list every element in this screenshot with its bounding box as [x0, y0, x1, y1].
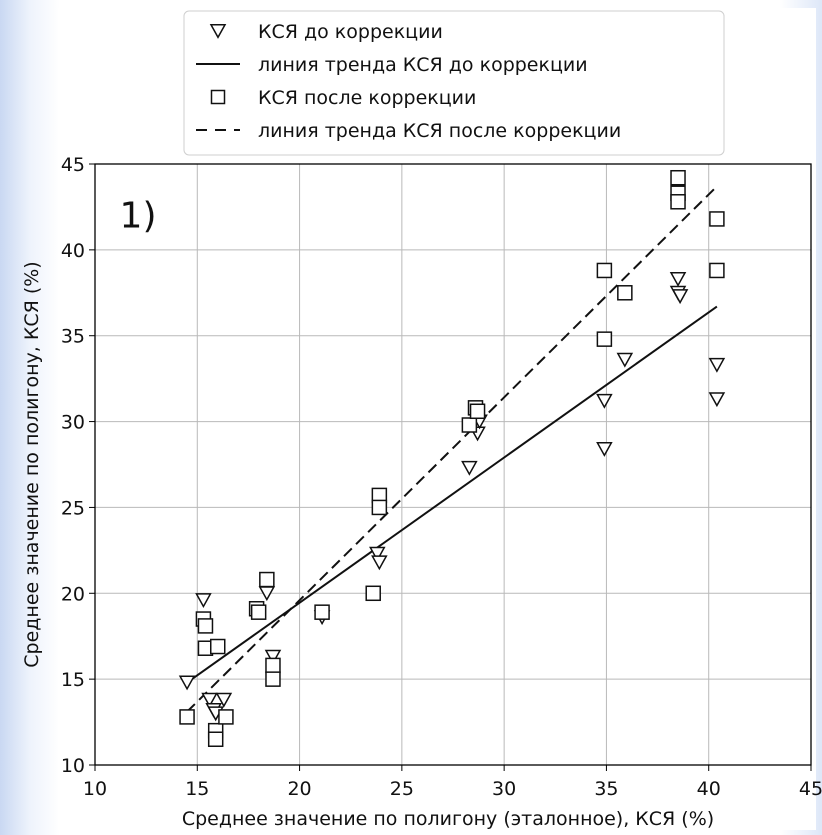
legend-label: КСЯ после коррекции: [258, 87, 476, 109]
triangle-marker: [215, 692, 233, 708]
square-marker: [179, 709, 195, 725]
trend-lines: [186, 185, 718, 713]
square-marker: [365, 585, 381, 602]
x-tick-label: 25: [390, 778, 414, 800]
panel-label: 1): [120, 196, 157, 237]
triangle-marker: [708, 392, 726, 408]
square-marker: [670, 169, 686, 186]
square-marker: [709, 211, 725, 227]
triangle-marker: [178, 675, 196, 691]
triangle-marker: [708, 357, 726, 373]
y-tick-label: 30: [61, 412, 85, 434]
y-axis-label: Среднее значение по полигону, КСЯ (%): [21, 261, 43, 667]
x-tick-label: 20: [287, 778, 311, 800]
square-marker: [314, 604, 330, 620]
x-tick-label: 35: [594, 778, 618, 800]
trend-line-before: [186, 305, 718, 684]
legend-label: линия тренда КСЯ после коррекции: [258, 120, 621, 142]
y-tick-label: 45: [61, 154, 85, 176]
triangle-marker: [671, 289, 689, 305]
markers: [178, 169, 726, 747]
square-marker: [218, 709, 234, 725]
square-marker: [461, 417, 478, 433]
triangle-marker: [596, 441, 613, 457]
triangle-marker: [201, 692, 218, 708]
trend-line-after: [186, 185, 718, 713]
triangle-marker: [669, 271, 687, 287]
triangle-marker: [461, 460, 478, 476]
triangle-marker: [616, 352, 634, 368]
square-marker: [265, 671, 281, 687]
triangle-marker: [371, 555, 388, 571]
square-marker: [596, 331, 613, 347]
x-tick-label: 45: [799, 778, 822, 800]
plot-frame: [94, 163, 812, 766]
square-marker: [596, 262, 613, 279]
y-tick-label: 15: [61, 669, 85, 691]
x-tick-label: 15: [185, 778, 209, 800]
ticks: 10 15 20 25 30 35 40 45 10 15 20 25 30 35 40 45: [61, 154, 822, 800]
square-marker: [670, 194, 686, 210]
legend-label: КСЯ до коррекции: [258, 21, 443, 43]
triangle-marker: [209, 23, 227, 39]
x-tick-label: 10: [83, 778, 107, 800]
y-tick-label: 10: [61, 755, 85, 777]
legend-label: линия тренда КСЯ до коррекции: [258, 54, 588, 76]
square-marker: [709, 262, 725, 279]
square-marker: [250, 604, 267, 620]
triangle-marker: [195, 593, 212, 608]
square-marker: [259, 571, 275, 588]
triangle-marker: [369, 546, 386, 562]
square-marker: [469, 403, 486, 420]
legend-box: [183, 10, 725, 156]
y-tick-label: 20: [61, 583, 85, 605]
square-marker: [207, 731, 224, 747]
x-axis-label: Среднее значение по полигону (эталонное)…: [182, 808, 714, 830]
x-tick-label: 40: [697, 778, 721, 800]
y-tick-label: 40: [61, 240, 85, 262]
square-marker: [209, 638, 226, 655]
x-tick-label: 30: [492, 778, 516, 800]
square-marker: [210, 89, 226, 105]
y-tick-label: 35: [61, 326, 85, 348]
square-marker: [617, 285, 633, 301]
y-tick-label: 25: [61, 497, 85, 519]
triangle-marker: [596, 393, 613, 409]
square-marker: [197, 618, 214, 634]
square-marker: [265, 657, 281, 674]
legend: КСЯ до коррекции линия тренда КСЯ до корр…: [183, 10, 725, 156]
triangle-marker: [264, 649, 282, 665]
square-marker: [371, 499, 388, 516]
